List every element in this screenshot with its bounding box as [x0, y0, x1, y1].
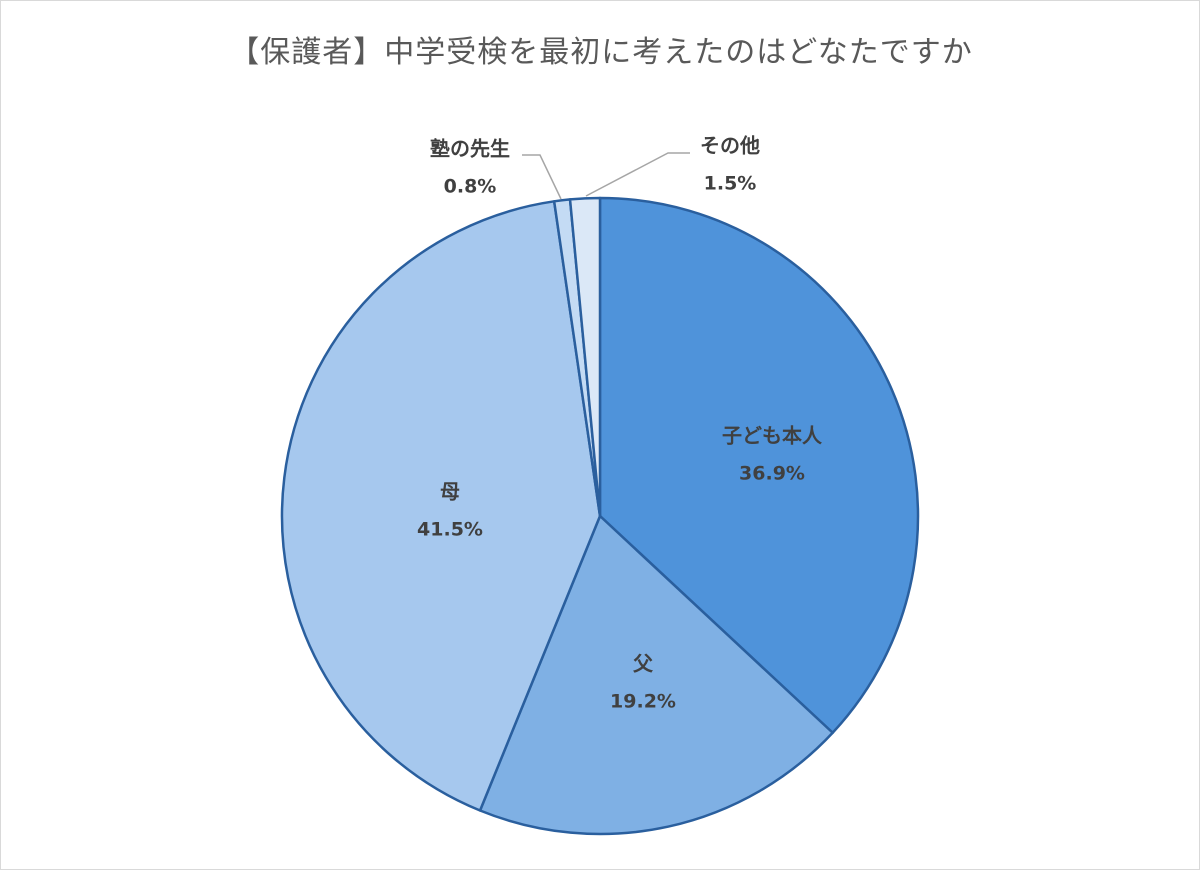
leader-line-other — [585, 152, 690, 197]
slice-label-father: 父 — [632, 652, 654, 676]
chart-title: 【保護者】中学受検を最初に考えたのはどなたですか — [229, 35, 973, 70]
slice-value-juku-teacher: 0.8% — [444, 176, 497, 198]
pie-slice-other — [568, 196, 602, 518]
slice-value-mother: 41.5% — [417, 519, 483, 541]
leader-line-juku-teacher — [522, 154, 562, 200]
slice-value-other: 1.5% — [704, 173, 757, 195]
slice-value-child: 36.9% — [739, 463, 805, 485]
slice-label-other: その他 — [700, 134, 760, 158]
slice-label-mother: 母 — [440, 480, 460, 504]
slice-label-child: 子ども本人 — [722, 424, 823, 448]
slice-value-father: 19.2% — [610, 691, 676, 713]
pie-slice-child — [598, 196, 920, 735]
slice-label-juku-teacher: 塾の先生 — [430, 137, 510, 161]
pie-slice-mother — [280, 200, 602, 812]
